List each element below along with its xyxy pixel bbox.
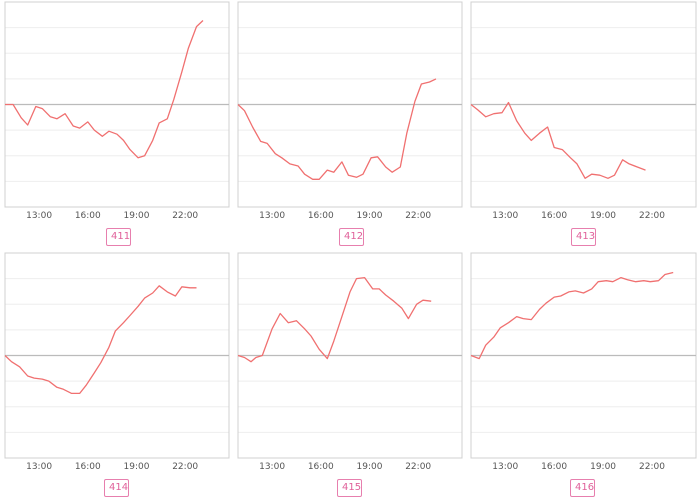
chart-label-badge[interactable]: 415	[337, 479, 362, 497]
chart-label-badge[interactable]: 416	[570, 479, 595, 497]
x-tick-label: 22:00	[639, 211, 665, 221]
x-tick-label: 19:00	[357, 211, 383, 221]
x-tick-label: 13:00	[492, 211, 518, 221]
x-tick-label: 13:00	[259, 211, 285, 221]
line-chart: 13:00 16:00 19:00 22:00	[4, 252, 230, 472]
x-tick-label: 19:00	[124, 462, 150, 472]
x-tick-label: 16:00	[308, 462, 334, 472]
x-tick-label: 19:00	[590, 462, 616, 472]
x-tick-label: 19:00	[590, 211, 616, 221]
chart-panel-411: 13:00 16:00 19:00 22:00 411	[0, 0, 233, 250]
line-chart: 13:00 16:00 19:00 22:00	[470, 1, 697, 221]
line-chart: 13:00 16:00 19:00 22:00	[470, 252, 697, 472]
x-tick-label: 16:00	[308, 211, 334, 221]
x-tick-label: 22:00	[172, 211, 198, 221]
x-tick-label: 22:00	[405, 462, 431, 472]
chart-label-badge[interactable]: 414	[104, 479, 129, 497]
x-tick-label: 22:00	[639, 462, 665, 472]
line-chart: 13:00 16:00 19:00 22:00	[4, 1, 230, 221]
series-line	[237, 276, 432, 363]
x-tick-label: 13:00	[26, 211, 52, 221]
series-line	[237, 78, 437, 180]
series-line	[470, 101, 646, 179]
x-tick-label: 13:00	[26, 462, 52, 472]
x-tick-label: 13:00	[492, 462, 518, 472]
x-tick-label: 16:00	[541, 211, 567, 221]
x-tick-label: 16:00	[541, 462, 567, 472]
chart-panel-412: 13:00 16:00 19:00 22:00 412	[233, 0, 467, 250]
line-chart: 13:00 16:00 19:00 22:00	[237, 252, 463, 472]
series-line	[5, 20, 204, 159]
chart-label-badge[interactable]: 413	[571, 228, 596, 246]
series-line	[4, 285, 197, 395]
x-tick-label: 19:00	[124, 211, 150, 221]
x-tick-label: 22:00	[172, 462, 198, 472]
x-tick-label: 19:00	[357, 462, 383, 472]
chart-label-badge[interactable]: 411	[106, 228, 131, 246]
series-line	[470, 271, 674, 360]
chart-panel-415: 13:00 16:00 19:00 22:00 415	[233, 250, 467, 501]
chart-panel-413: 13:00 16:00 19:00 22:00 413	[467, 0, 700, 250]
x-tick-label: 16:00	[75, 462, 101, 472]
line-chart: 13:00 16:00 19:00 22:00	[237, 1, 463, 221]
x-tick-label: 22:00	[405, 211, 431, 221]
x-tick-label: 16:00	[75, 211, 101, 221]
chart-label-badge[interactable]: 412	[339, 228, 364, 246]
x-tick-label: 13:00	[259, 462, 285, 472]
chart-panel-414: 13:00 16:00 19:00 22:00 414	[0, 250, 233, 501]
chart-panel-416: 13:00 16:00 19:00 22:00 416	[467, 250, 700, 501]
